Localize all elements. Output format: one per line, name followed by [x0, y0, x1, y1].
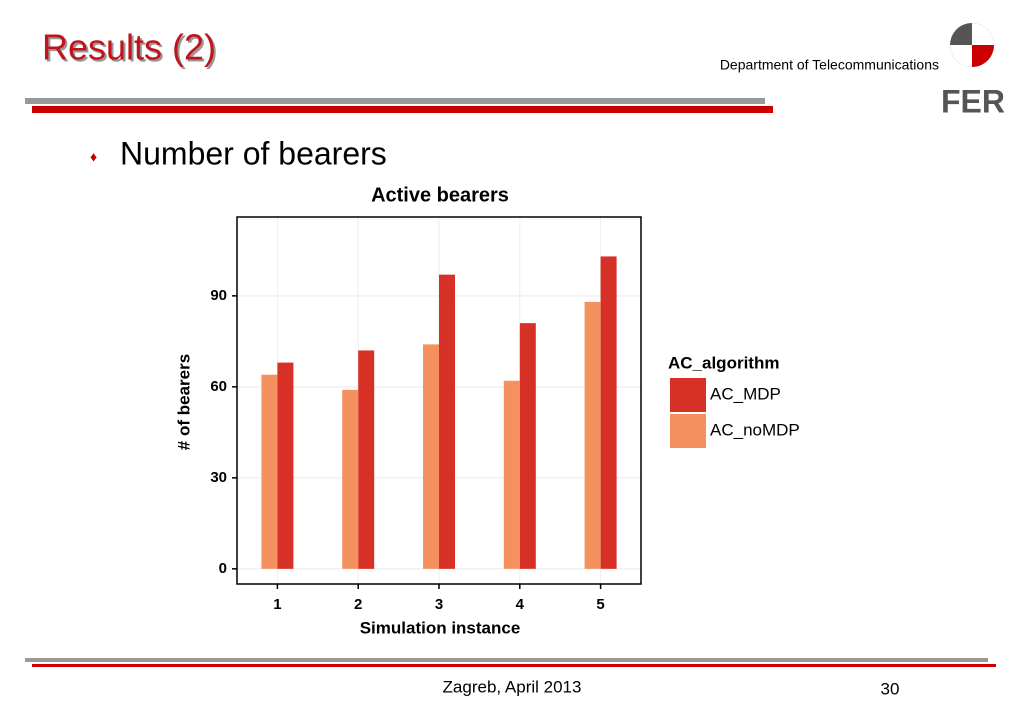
x-axis-label: Simulation instance [360, 618, 521, 637]
x-tick-label: 3 [435, 596, 443, 613]
slide-title: Results (2) [42, 27, 216, 68]
bar [261, 374, 278, 569]
footer-rule-red [32, 664, 996, 667]
logo-text: FER [941, 83, 1005, 119]
y-tick-label: 90 [210, 287, 227, 304]
legend-title: AC_algorithm [668, 353, 779, 372]
y-tick-label: 0 [219, 560, 227, 577]
title-shadow: Results (2) [44, 29, 218, 70]
bar [600, 256, 617, 569]
page-number: 30 [881, 679, 900, 698]
logo: FER [941, 23, 1005, 119]
plot-border [236, 216, 642, 585]
y-axis-label: # of bearers [174, 354, 193, 450]
y-tick-label: 60 [210, 378, 227, 395]
header-rule-gray [25, 98, 765, 104]
bar [503, 380, 520, 569]
chart-title: Active bearers [371, 184, 509, 206]
bar [439, 274, 455, 569]
bar [423, 344, 439, 569]
x-tick-label: 5 [596, 596, 604, 613]
bullet-text: Number of bearers [120, 135, 387, 171]
y-tick-label: 30 [210, 469, 227, 486]
bullet-marker: ♦ [90, 149, 97, 165]
bar [342, 389, 359, 569]
x-tick-label: 2 [354, 596, 362, 613]
bar [277, 362, 294, 569]
bar [584, 301, 601, 569]
x-tick-label: 4 [516, 596, 525, 613]
legend-swatch [670, 414, 706, 448]
x-tick-label: 1 [273, 596, 281, 613]
footer: Zagreb, April 2013 [443, 677, 582, 696]
department: Department of Telecommunications [720, 57, 939, 73]
chart: Active bearers Simulation instance # of … [174, 184, 799, 637]
bar [519, 323, 536, 569]
legend-label: AC_noMDP [710, 420, 800, 439]
legend-label: AC_MDP [710, 384, 781, 403]
footer-rule-gray [25, 658, 988, 662]
legend-swatch [670, 378, 706, 412]
bar [358, 350, 375, 569]
header-rule-red [32, 106, 773, 113]
